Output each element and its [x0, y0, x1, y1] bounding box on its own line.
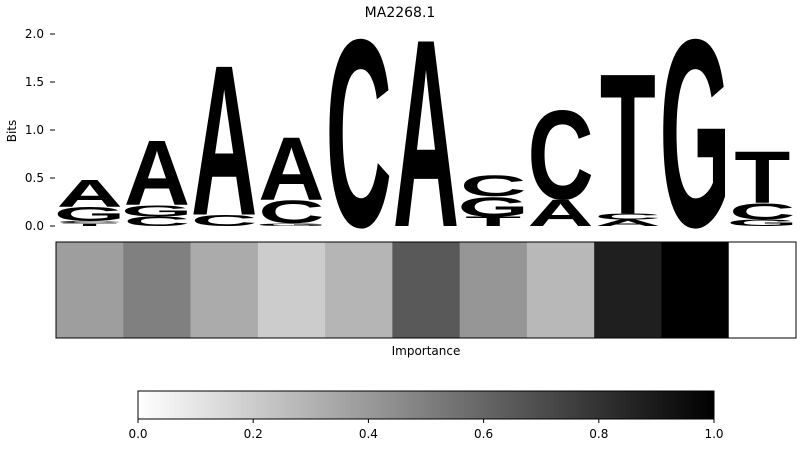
logo-letter-glyph: C [57, 221, 123, 224]
y-tick-label: 2.0 [25, 27, 44, 41]
heatmap-cell [123, 242, 192, 338]
logo-letter-glyph: G [659, 0, 730, 284]
logo-letter-A: A [57, 171, 123, 215]
logo-letter-glyph: G [458, 191, 529, 222]
logo-letter-G: G [659, 0, 730, 284]
logo-letter-glyph: A [527, 192, 593, 234]
y-tick-label: 1.0 [25, 123, 44, 137]
logo-letter-glyph: C [258, 194, 324, 230]
logo-letter-C: C [326, 0, 392, 284]
logo-letter-glyph: C [326, 0, 392, 284]
logo-letter-T: T [734, 136, 790, 218]
logo-letter-glyph: C [124, 214, 190, 229]
logo-letter-glyph: A [191, 21, 257, 260]
heatmap-x-label: Importance [392, 344, 461, 358]
heatmap-cell [594, 242, 662, 338]
logo-letter-glyph: T [465, 214, 521, 229]
logo-letter-A: A [191, 21, 257, 260]
colorbar-tick-label: 1.0 [704, 427, 723, 441]
logo-letter-C: C [57, 221, 123, 224]
heatmap-cell [526, 242, 595, 338]
importance-heatmap [56, 242, 797, 338]
y-axis-ticks: 0.0 0.5 1.0 1.5 2.0 [25, 27, 55, 233]
logo-letter-glyph: G [121, 202, 192, 220]
logo-letter-glyph: G [54, 203, 125, 225]
logo-letter-T: T [600, 33, 656, 257]
heatmap-cell [257, 242, 326, 338]
logo-letter-glyph: C [191, 211, 257, 229]
heatmap-cell [190, 242, 259, 338]
logo-letter-glyph: C [595, 212, 661, 221]
heatmap-cell [459, 242, 528, 338]
logo-letter-glyph: C [460, 170, 526, 203]
logo-letter-glyph: G [256, 222, 327, 227]
chart-title: MA2268.1 [365, 5, 436, 21]
logo-letter-T: T [62, 222, 118, 227]
logo-letter-glyph: C [527, 84, 593, 226]
colorbar-tick-label: 0.0 [128, 427, 147, 441]
logo-letter-glyph: A [57, 171, 123, 215]
logo-letter-glyph: A [595, 217, 661, 228]
colorbar-tick-label: 0.4 [359, 427, 378, 441]
colorbar [137, 390, 715, 420]
heatmap-cell [56, 242, 124, 338]
logo-letter-glyph: T [600, 33, 656, 257]
logo-letter-G: G [54, 203, 125, 225]
logo-letter-A: A [527, 192, 593, 234]
logo-letter-C: C [258, 194, 324, 230]
logo-letter-glyph: A [124, 121, 190, 225]
logo-letter-glyph: A [393, 0, 459, 284]
logo-letter-T: T [465, 214, 521, 229]
logo-letter-C: C [527, 84, 593, 226]
logo-letter-A: A [393, 0, 459, 284]
colorbar-tick-label: 0.6 [474, 427, 493, 441]
y-tick-label: 0.0 [25, 219, 44, 233]
heatmap-cell [392, 242, 461, 338]
logo-letter-G: G [727, 217, 798, 228]
logo-letter-C: C [460, 170, 526, 203]
heatmap-cell [728, 242, 797, 338]
logo-letter-C: C [124, 214, 190, 229]
logo-letter-A: A [124, 121, 190, 225]
logo-letter-glyph: G [727, 217, 798, 228]
logo-letter-glyph: T [62, 222, 118, 227]
heatmap-frame [55, 241, 797, 339]
logo-letter-glyph: C [729, 199, 795, 224]
logo-letter-C: C [595, 212, 661, 221]
logo-letter-glyph: T [734, 136, 790, 218]
heatmap-cell [325, 242, 393, 338]
y-tick-label: 1.5 [25, 75, 44, 89]
colorbar-ticks: 0.0 0.2 0.4 0.6 0.8 1.0 [128, 419, 724, 441]
logo-letter-C: C [191, 211, 257, 229]
logo-letter-glyph: A [258, 120, 324, 220]
logo-letter-G: G [121, 202, 192, 220]
colorbar-tick-label: 0.8 [589, 427, 608, 441]
colorbar-tick-label: 0.2 [244, 427, 263, 441]
logo-letter-A: A [595, 217, 661, 228]
logo-letter-G: G [256, 222, 327, 227]
logo-letter-A: A [258, 120, 324, 220]
logo-letter-G: G [458, 191, 529, 222]
y-axis-label: Bits [5, 120, 19, 143]
heatmap-cell [661, 242, 730, 338]
y-tick-label: 0.5 [25, 171, 44, 185]
logo-letter-C: C [729, 199, 795, 224]
